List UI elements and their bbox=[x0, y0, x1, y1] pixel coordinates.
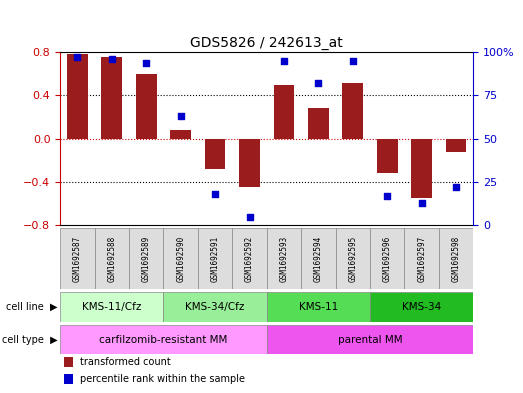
Bar bbox=[308, 108, 329, 139]
Bar bbox=[60, 292, 163, 322]
Bar bbox=[439, 228, 473, 289]
Bar bbox=[136, 74, 156, 139]
Point bbox=[108, 56, 116, 62]
Bar bbox=[232, 228, 267, 289]
Bar bbox=[404, 228, 439, 289]
Bar bbox=[170, 130, 191, 139]
Bar bbox=[64, 374, 73, 384]
Point bbox=[417, 200, 426, 206]
Text: carfilzomib-resistant MM: carfilzomib-resistant MM bbox=[99, 335, 228, 345]
Point bbox=[142, 59, 151, 66]
Bar bbox=[301, 228, 336, 289]
Point bbox=[383, 193, 391, 199]
Bar bbox=[64, 357, 73, 367]
Bar bbox=[129, 228, 163, 289]
Text: GSM1692587: GSM1692587 bbox=[73, 236, 82, 282]
Text: percentile rank within the sample: percentile rank within the sample bbox=[79, 375, 245, 384]
Text: GSM1692590: GSM1692590 bbox=[176, 236, 185, 282]
Text: GSM1692588: GSM1692588 bbox=[107, 236, 116, 282]
Text: KMS-34: KMS-34 bbox=[402, 302, 441, 312]
Bar bbox=[274, 85, 294, 139]
Bar bbox=[163, 292, 267, 322]
Bar bbox=[370, 228, 404, 289]
Text: GSM1692598: GSM1692598 bbox=[451, 236, 461, 282]
Text: GSM1692593: GSM1692593 bbox=[279, 236, 289, 282]
Bar bbox=[101, 57, 122, 139]
Text: KMS-11/Cfz: KMS-11/Cfz bbox=[82, 302, 142, 312]
Bar bbox=[343, 83, 363, 139]
Point bbox=[73, 54, 82, 61]
Title: GDS5826 / 242613_at: GDS5826 / 242613_at bbox=[190, 36, 343, 50]
Bar bbox=[205, 139, 225, 169]
Point bbox=[176, 113, 185, 119]
Text: KMS-11: KMS-11 bbox=[299, 302, 338, 312]
Text: transformed count: transformed count bbox=[79, 357, 170, 367]
Text: cell line  ▶: cell line ▶ bbox=[6, 302, 58, 312]
Bar bbox=[239, 139, 260, 187]
Text: GSM1692595: GSM1692595 bbox=[348, 236, 357, 282]
Text: GSM1692596: GSM1692596 bbox=[383, 236, 392, 282]
Text: KMS-34/Cfz: KMS-34/Cfz bbox=[185, 302, 245, 312]
Bar bbox=[95, 228, 129, 289]
Bar bbox=[370, 292, 473, 322]
Text: cell type  ▶: cell type ▶ bbox=[2, 335, 58, 345]
Bar bbox=[198, 228, 232, 289]
Text: GSM1692592: GSM1692592 bbox=[245, 236, 254, 282]
Text: GSM1692589: GSM1692589 bbox=[142, 236, 151, 282]
Bar bbox=[267, 292, 370, 322]
Bar bbox=[67, 54, 88, 139]
Bar bbox=[60, 228, 95, 289]
Bar bbox=[163, 228, 198, 289]
Bar bbox=[267, 228, 301, 289]
Point bbox=[452, 184, 460, 190]
Bar bbox=[446, 139, 467, 152]
Text: GSM1692594: GSM1692594 bbox=[314, 236, 323, 282]
Text: GSM1692597: GSM1692597 bbox=[417, 236, 426, 282]
Text: parental MM: parental MM bbox=[338, 335, 402, 345]
Bar bbox=[377, 139, 397, 173]
Bar bbox=[411, 139, 432, 198]
Point bbox=[349, 58, 357, 64]
Point bbox=[245, 213, 254, 220]
Bar bbox=[60, 325, 267, 354]
Bar bbox=[336, 228, 370, 289]
Bar bbox=[267, 325, 473, 354]
Point bbox=[211, 191, 219, 197]
Point bbox=[280, 58, 288, 64]
Point bbox=[314, 80, 323, 86]
Text: GSM1692591: GSM1692591 bbox=[211, 236, 220, 282]
